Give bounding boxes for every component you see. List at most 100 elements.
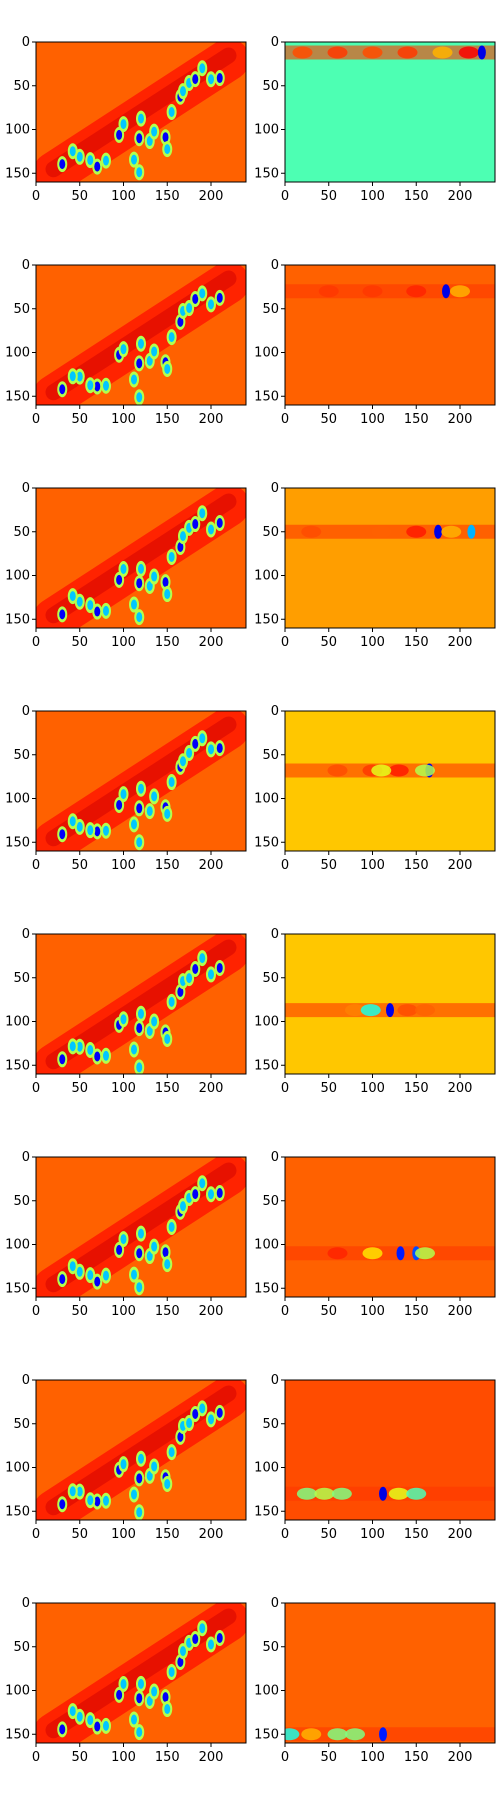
- heatmap-blob-core: [164, 589, 171, 600]
- heatmap-blob-core: [168, 551, 175, 562]
- x-tick-label: 150: [404, 858, 429, 873]
- x-tick-label: 100: [111, 635, 136, 650]
- x-tick-label: 150: [404, 1527, 429, 1542]
- heatmap-blob-core: [69, 1041, 76, 1052]
- heatmap-spot: [441, 525, 462, 538]
- x-tick-label: 0: [281, 189, 289, 204]
- y-tick-label: 50: [262, 1417, 279, 1432]
- y-tick-label: 50: [262, 302, 279, 317]
- y-tick-label: 0: [22, 481, 30, 496]
- heatmap-blob-core: [136, 167, 143, 178]
- x-tick-label: 150: [155, 412, 180, 427]
- y-tick-label: 150: [254, 612, 279, 627]
- x-tick-label: 50: [320, 1750, 337, 1765]
- heatmap-blob-core: [162, 132, 169, 143]
- x-tick-label: 200: [448, 1304, 473, 1319]
- x-tick-label: 200: [199, 635, 224, 650]
- heatmap-blob-core: [162, 1247, 169, 1258]
- axis-frame-r4c0: 0 50 100 150 200 0 50 100 150: [5, 927, 247, 1096]
- heatmap-spot: [388, 1487, 409, 1500]
- x-tick-label: 0: [281, 635, 289, 650]
- y-tick-label: 0: [22, 1373, 30, 1388]
- y-tick-label: 150: [254, 1281, 279, 1296]
- heatmap-blob-core: [208, 1414, 214, 1425]
- heatmap-blob-core: [180, 531, 186, 542]
- heatmap-blob-core: [136, 392, 143, 403]
- heatmap-blob-core: [199, 288, 206, 299]
- x-tick-label: 50: [71, 858, 88, 873]
- heatmap-blob-core: [216, 1407, 223, 1418]
- heatmap-blob-core: [69, 1261, 76, 1272]
- heatmap-spot: [345, 1728, 365, 1741]
- heatmap-left-r1: [36, 265, 246, 405]
- heatmap-blob-core: [146, 1470, 153, 1481]
- heatmap-blob-core: [164, 1478, 171, 1489]
- heatmap-blob-core: [180, 756, 186, 767]
- heatmap-blob-core: [164, 808, 171, 819]
- heatmap-blob-core: [138, 113, 144, 124]
- heatmap-blob-core: [103, 1495, 109, 1506]
- x-tick-label: 0: [32, 189, 40, 204]
- heatmap-left-r5: [36, 1157, 246, 1297]
- heatmap-blob-core: [199, 1178, 206, 1189]
- heatmap-blob-core: [120, 1679, 127, 1690]
- x-tick-label: 0: [281, 1081, 289, 1096]
- heatmap-blob-core: [136, 358, 143, 369]
- x-tick-label: 200: [448, 1750, 473, 1765]
- x-tick-label: 100: [111, 858, 136, 873]
- x-tick-label: 100: [360, 1081, 385, 1096]
- heatmap-blob-core: [216, 962, 223, 973]
- axis-frame-r2c1: 0 50 100 150 200 0 50 100 150: [254, 481, 496, 650]
- heatmap-blob-core: [146, 136, 153, 147]
- y-tick-label: 0: [271, 704, 279, 719]
- x-tick-label: 100: [111, 412, 136, 427]
- heatmap-left-r4: [36, 934, 246, 1074]
- heatmap-blob-core: [216, 1633, 223, 1643]
- heatmap-blob-core: [138, 338, 144, 349]
- heatmap-blob-core: [120, 789, 127, 800]
- heatmap-blob-core: [76, 151, 83, 162]
- heatmap-blob-core: [76, 371, 83, 382]
- x-tick-label: 50: [320, 1527, 337, 1542]
- heatmap-blob-core: [146, 1696, 153, 1706]
- heatmap-blob-core: [116, 799, 123, 810]
- heatmap-blob-core: [177, 1431, 184, 1442]
- y-tick-label: 100: [254, 346, 279, 361]
- heatmap-blob-core: [192, 738, 199, 749]
- heatmap-blob-core: [103, 1270, 109, 1281]
- heatmap-blob-core: [136, 1282, 143, 1293]
- heatmap-blob-core: [216, 73, 223, 84]
- y-tick-label: 150: [5, 166, 30, 181]
- heatmap-blob-core: [151, 571, 158, 582]
- x-tick-label: 50: [320, 635, 337, 650]
- heatmap-blob-core: [76, 821, 83, 832]
- heatmap-spot: [301, 525, 322, 538]
- heatmap-right-r4: [285, 934, 495, 1074]
- heatmap-blob-core: [138, 563, 144, 574]
- y-tick-label: 0: [22, 704, 30, 719]
- heatmap-blob-core: [59, 384, 66, 395]
- heatmap-blob-core: [168, 996, 175, 1007]
- x-tick-label: 100: [360, 1750, 385, 1765]
- heatmap-blob-core: [208, 524, 214, 535]
- axis-frame-r2c0: 0 50 100 150 200 0 50 100 150: [5, 481, 247, 650]
- y-tick-label: 50: [13, 79, 30, 94]
- y-tick-label: 100: [254, 569, 279, 584]
- heatmap-spot: [458, 46, 479, 59]
- heatmap-blob-core: [103, 380, 109, 391]
- y-tick-label: 100: [5, 792, 30, 807]
- heatmap-blob-core: [168, 107, 175, 117]
- x-tick-label: 100: [360, 189, 385, 204]
- heatmap-blob-core: [94, 606, 101, 617]
- x-tick-label: 0: [32, 1304, 40, 1319]
- heatmap-blob-core: [180, 86, 186, 97]
- heatmap-spot: [386, 1003, 394, 1018]
- heatmap-blob-core: [103, 1720, 109, 1731]
- heatmap-blob-core: [94, 1496, 101, 1507]
- heatmap-blob-core: [164, 1034, 171, 1044]
- heatmap-spot: [450, 285, 470, 298]
- heatmap-blob-core: [87, 1495, 94, 1506]
- x-tick-label: 200: [199, 189, 224, 204]
- heatmap-spot: [331, 1487, 352, 1500]
- heatmap-spot: [318, 285, 339, 298]
